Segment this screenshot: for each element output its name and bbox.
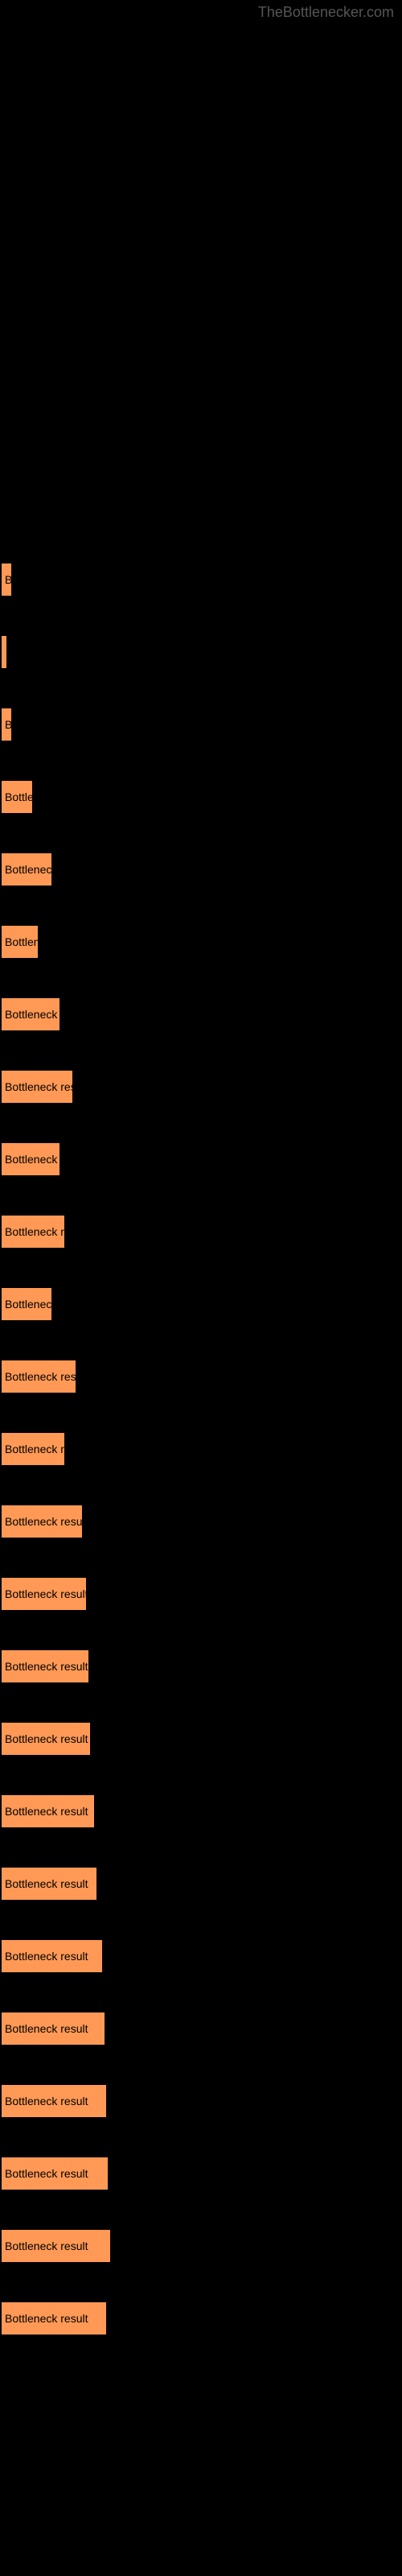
bar-row: Bottleneck resu [2,1071,402,1103]
chart-bar: Bottle [2,781,32,813]
chart-bar: Bottleneck result [2,1505,82,1538]
bar-row: Bottleneck resul [2,1360,402,1393]
chart-bar: Bottleneck result [2,2085,106,2117]
bar-row: Bottleneck result [2,1505,402,1538]
bar-row: Bottleneck result [2,1650,402,1682]
chart-bar: Bottleneck result [2,1650,88,1682]
chart-bar: Bottleneck r [2,998,59,1030]
bar-chart: B B Bottle Bottleneck Bottlen Bottleneck r Bot… [0,0,402,2334]
chart-bar: Bottleneck resu [2,1071,72,1103]
chart-bar: Bottleneck result [2,2302,106,2334]
bar-row: Bottleneck result [2,1868,402,1900]
bar-row [2,636,402,668]
chart-bar: Bottleneck result [2,1795,94,1827]
chart-bar: Bottleneck [2,853,51,886]
bar-row: Bottleneck result [2,2157,402,2190]
bar-row: Bottleneck result [2,2302,402,2334]
bar-row: Bottleneck result [2,2013,402,2045]
chart-bar: Bottleneck re [2,1433,64,1465]
bar-row: Bottleneck [2,853,402,886]
chart-bar: B [2,564,11,596]
chart-bar: Bottleneck result [2,1578,86,1610]
chart-bar: Bottleneck r [2,1143,59,1175]
bar-row: Bottleneck re [2,1216,402,1248]
bar-row: B [2,564,402,596]
chart-bar: Bottleneck result [2,1940,102,1972]
bar-row: Bottleneck result [2,1578,402,1610]
bar-row: Bottleneck result [2,2085,402,2117]
chart-bar: Bottleneck result [2,2230,110,2262]
bar-row: Bottleneck re [2,1433,402,1465]
bar-row: Bottle [2,781,402,813]
watermark-text: TheBottlenecker.com [258,4,394,21]
chart-bar: Bottleneck result [2,1723,90,1755]
chart-bar: Bottleneck resul [2,1360,76,1393]
bar-row: Bottleneck result [2,1940,402,1972]
chart-bar: Bottleneck result [2,2013,105,2045]
bar-row: Bottleneck r [2,1143,402,1175]
bar-row: Bottleneck [2,1288,402,1320]
chart-bar: Bottleneck [2,1288,51,1320]
chart-bar [2,636,6,668]
bar-row: Bottleneck r [2,998,402,1030]
bar-row: Bottleneck result [2,1723,402,1755]
chart-bar: Bottleneck result [2,1868,96,1900]
bar-row: Bottleneck result [2,1795,402,1827]
chart-bar: Bottlen [2,926,38,958]
chart-bar: Bottleneck result [2,2157,108,2190]
bar-row: B [2,708,402,741]
bar-row: Bottlen [2,926,402,958]
chart-bar: Bottleneck re [2,1216,64,1248]
chart-bar: B [2,708,11,741]
bar-row: Bottleneck result [2,2230,402,2262]
